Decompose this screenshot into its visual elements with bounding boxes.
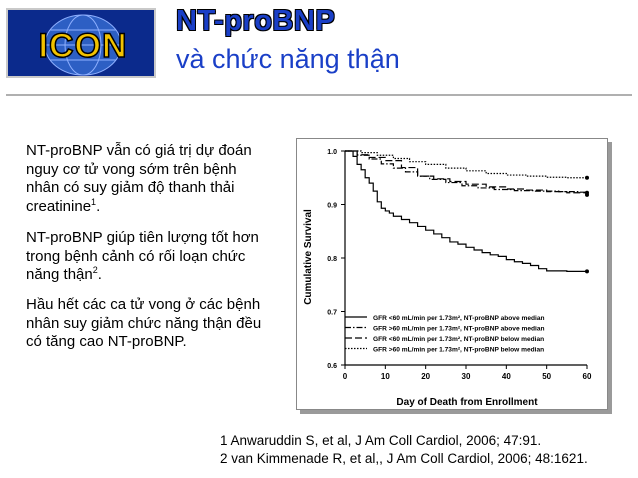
globe-logo-icon: ICON [38, 14, 128, 76]
x-axis-label: Day of Death from Enrollment [396, 397, 538, 408]
x-tick-label: 20 [421, 372, 430, 381]
paragraph-3: Hầu hết các ca tử vong ở các bệnh nhân s… [26, 296, 262, 350]
x-tick-label: 0 [343, 372, 348, 381]
legend-label-2: GFR >60 mL/min per 1.73m², NT-proBNP abo… [373, 326, 545, 333]
legend-label-4: GFR >60 mL/min per 1.73m², NT-proBNP bel… [373, 347, 544, 354]
paragraph-1-end: . [96, 197, 101, 215]
y-tick-label: 0.6 [327, 363, 337, 370]
y-tick-label: 0.9 [327, 203, 337, 210]
page-subtitle: và chức năng thận [176, 44, 400, 74]
y-tick-label: 0.7 [327, 310, 337, 317]
reference-1: 1 Anwaruddin S, et al, J Am Coll Cardiol… [220, 433, 542, 448]
x-tick-label: 50 [542, 372, 551, 381]
series-line-1 [345, 150, 587, 272]
series-end-point-4 [585, 175, 589, 180]
logo-text: ICON [39, 27, 128, 65]
series-line-3 [345, 150, 588, 195]
y-axis-label: Cumulative Survival [303, 209, 314, 305]
y-tick-label: 0.8 [327, 256, 337, 263]
x-tick-label: 10 [381, 372, 390, 381]
series-end-point-1 [585, 269, 589, 274]
reference-2: 2 van Kimmenade R, et al,, J Am Coll Car… [220, 450, 588, 466]
paragraph-1-text: NT-proBNP vẫn có giá trị dự đoán nguy cơ… [26, 142, 252, 215]
legend-label-3: GFR <60 mL/min per 1.73m², NT-proBNP bel… [373, 336, 544, 343]
paragraph-2-text: NT-proBNP giúp tiên lượng tốt hơn trong … [26, 229, 259, 283]
paragraph-2-ref: 2 [92, 265, 98, 275]
paragraph-1: NT-proBNP vẫn có giá trị dự đoán nguy cơ… [26, 142, 271, 216]
survival-chart-svg: 1.0 0.9 0.8 0.7 0.6 0 10 20 30 40 50 60 GFR <60 mL/… [303, 149, 592, 408]
series-end-point-3 [585, 192, 589, 197]
survival-chart: 1.0 0.9 0.8 0.7 0.6 0 10 20 30 40 50 60 GFR <60 mL/… [296, 138, 608, 410]
references: 1 Anwaruddin S, et al, J Am Coll Cardiol… [220, 432, 588, 467]
x-tick-label: 40 [502, 372, 511, 381]
page-title: NT-proBNP [176, 5, 336, 37]
x-tick-label: 30 [462, 372, 471, 381]
paragraph-1-ref: 1 [91, 196, 97, 207]
icon-logo: ICON [6, 8, 156, 78]
paragraph-2: NT-proBNP giúp tiên lượng tốt hơn trong … [26, 229, 271, 285]
header-divider [6, 94, 632, 96]
paragraph-2-end: . [97, 266, 102, 283]
series-line-4 [345, 150, 587, 179]
y-tick-label: 1.0 [327, 149, 337, 156]
legend-label-1: GFR <60 mL/min per 1.73m², NT-proBNP abo… [373, 315, 545, 322]
x-tick-label: 60 [583, 372, 592, 381]
